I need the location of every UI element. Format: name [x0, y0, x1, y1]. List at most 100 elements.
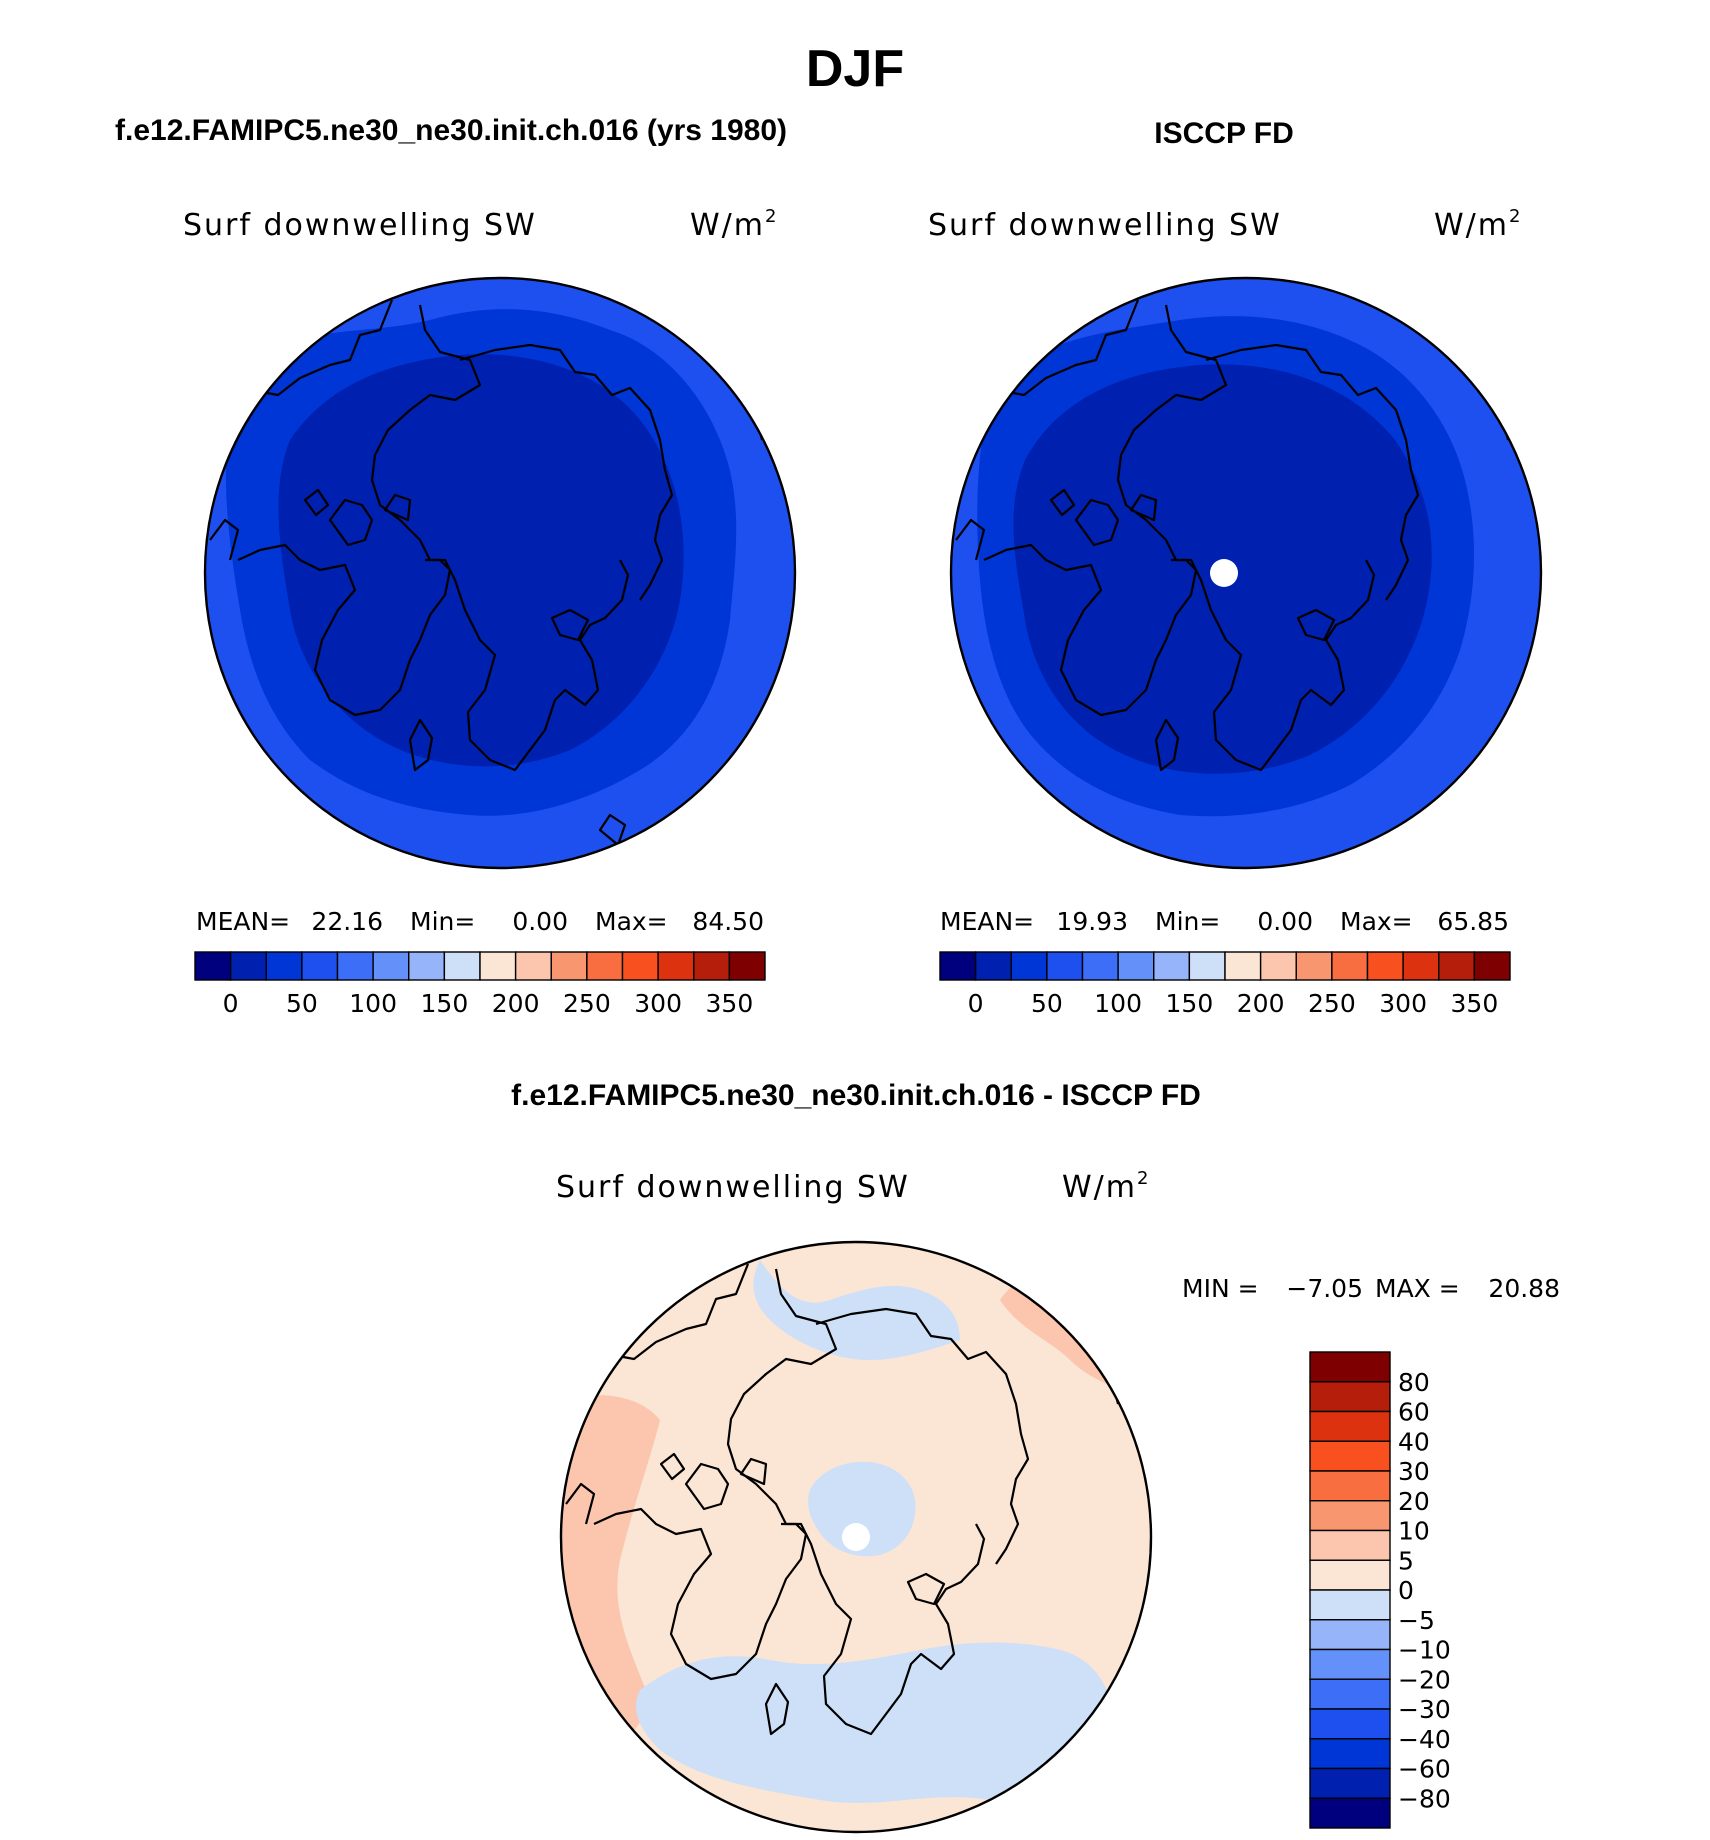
mean-label: MEAN=: [940, 907, 1034, 936]
colorbar-swatch: [1081, 951, 1119, 981]
colorbar-swatch: [1309, 1797, 1391, 1829]
coastlines: [565, 1263, 1120, 1736]
colorbar-swatch: [514, 951, 552, 981]
colorbar-swatch: [586, 951, 624, 981]
colorbar-swatch: [693, 951, 731, 981]
coastlines: [209, 299, 764, 847]
colorbar-swatch: [1309, 1440, 1391, 1472]
colorbar-tick-label: 20: [1398, 1487, 1430, 1516]
map-border: [949, 276, 1543, 870]
panel-difference: f.e12.FAMIPC5.ne30_ne30.init.ch.016 - IS…: [511, 1079, 1560, 1834]
colorbar-swatch: [1117, 951, 1155, 981]
max-value: 65.85: [1437, 907, 1509, 936]
colorbar-tick-label: 250: [563, 989, 611, 1018]
colorbar-tick-label: 0: [223, 989, 239, 1018]
max-value: 84.50: [692, 907, 764, 936]
colorbar-swatch: [550, 951, 588, 981]
colorbar-tick-label: 300: [634, 989, 682, 1018]
min-value: 0.00: [1257, 907, 1313, 936]
colorbar-tick-label: 200: [1237, 989, 1285, 1018]
colorbar-tick-label: 200: [492, 989, 540, 1018]
colorbar-swatch: [1309, 1678, 1391, 1710]
field-name-label: Surf downwelling SW: [928, 208, 1282, 243]
min-value: −7.05: [1286, 1274, 1363, 1303]
colorbar-tick-label: −40: [1398, 1725, 1451, 1754]
colorbar-swatch: [1046, 951, 1084, 981]
units-label: W/m2: [1062, 1168, 1150, 1205]
colorbar-tick-label: 350: [706, 989, 754, 1018]
colorbar-swatch: [1438, 951, 1476, 981]
field-band-inner: [278, 354, 684, 767]
units-label: W/m2: [1434, 206, 1522, 243]
colorbar-tick-label: 100: [1094, 989, 1142, 1018]
panel-model: f.e12.FAMIPC5.ne30_ne30.init.ch.016 (yrs…: [115, 114, 797, 1018]
stats-line: MEAN= 22.16 Min= 0.00 Max= 84.50: [196, 907, 764, 936]
colorbar-tick-label: 0: [968, 989, 984, 1018]
colorbar-tick-label: −5: [1398, 1606, 1435, 1635]
colorbar-tick-label: 40: [1398, 1427, 1430, 1456]
colorbar-swatch: [1309, 1529, 1391, 1561]
colorbar-swatch: [479, 951, 517, 981]
colorbar-swatch: [1309, 1559, 1391, 1591]
min-label: MIN =: [1182, 1274, 1259, 1303]
mean-value: 22.16: [311, 907, 383, 936]
colorbar-swatch: [1309, 1500, 1391, 1532]
panel-title: f.e12.FAMIPC5.ne30_ne30.init.ch.016 (yrs…: [115, 114, 787, 147]
field-negative-top: [753, 1260, 960, 1360]
panel-observations: ISCCP FD Surf downwelling SW W/m2: [928, 117, 1543, 1018]
colorbar-tick-label: 80: [1398, 1368, 1430, 1397]
units-label: W/m2: [690, 206, 778, 243]
missing-data-pole: [842, 1523, 870, 1551]
panel-title: ISCCP FD: [1154, 117, 1293, 150]
max-label: Max=: [595, 907, 668, 936]
colorbar-swatch: [1153, 951, 1191, 981]
colorbar-tick-label: −60: [1398, 1755, 1451, 1784]
colorbar: 0 50 100 150 200 250 300 350: [194, 951, 766, 1018]
colorbar-tick-label: 150: [421, 989, 469, 1018]
field-name-label: Surf downwelling SW: [183, 208, 537, 243]
colorbar-tick-label: 5: [1398, 1546, 1414, 1575]
stats-line: MEAN= 19.93 Min= 0.00 Max= 65.85: [940, 907, 1509, 936]
colorbar-swatch: [1010, 951, 1048, 981]
colorbar-swatch: [1402, 951, 1440, 981]
colorbar-swatch: [194, 951, 232, 981]
colorbar: 0 50 100 150 200 250 300 350: [939, 951, 1511, 1018]
colorbar-swatch: [1331, 951, 1369, 981]
polar-map: [559, 1240, 1153, 1834]
min-label: Min=: [1155, 907, 1220, 936]
field-name-label: Surf downwelling SW: [556, 1170, 910, 1205]
max-label: Max=: [1340, 907, 1413, 936]
colorbar-tick-label: 150: [1166, 989, 1214, 1018]
colorbar-swatch: [1309, 1708, 1391, 1740]
colorbar-tick-label: −80: [1398, 1784, 1451, 1813]
colorbar-tick-label: 100: [349, 989, 397, 1018]
colorbar-tick-label: 350: [1451, 989, 1499, 1018]
colorbar-swatch: [1309, 1589, 1391, 1621]
colorbar-swatch: [1309, 1351, 1391, 1383]
colorbar-swatch: [443, 951, 481, 981]
colorbar-swatch: [1309, 1470, 1391, 1502]
field-negative-band: [636, 1642, 1113, 1803]
colorbar-tick-label: 60: [1398, 1398, 1430, 1427]
colorbar-swatch: [1366, 951, 1404, 981]
colorbar-swatch: [1309, 1738, 1391, 1770]
colorbar-tick-label: 50: [286, 989, 318, 1018]
colorbar-swatch: [229, 951, 267, 981]
map-border: [559, 1240, 1153, 1834]
colorbar-swatch: [372, 951, 410, 981]
colorbar-tick-label: 30: [1398, 1457, 1430, 1486]
colorbar-tick-label: −10: [1398, 1636, 1451, 1665]
colorbar-tick-label: 0: [1398, 1576, 1414, 1605]
panel-title: f.e12.FAMIPC5.ne30_ne30.init.ch.016 - IS…: [511, 1079, 1201, 1112]
colorbar-tick-label: 10: [1398, 1517, 1430, 1546]
colorbar-swatch: [728, 951, 766, 981]
missing-data-pole: [1210, 559, 1238, 587]
colorbar-tick-label: 50: [1031, 989, 1063, 1018]
colorbar-swatch: [1309, 1381, 1391, 1413]
colorbar-swatch: [1309, 1410, 1391, 1442]
colorbar-swatch: [1224, 951, 1262, 981]
map-border: [203, 276, 797, 870]
colorbar-swatch: [1309, 1767, 1391, 1799]
page-title: DJF: [806, 40, 904, 98]
